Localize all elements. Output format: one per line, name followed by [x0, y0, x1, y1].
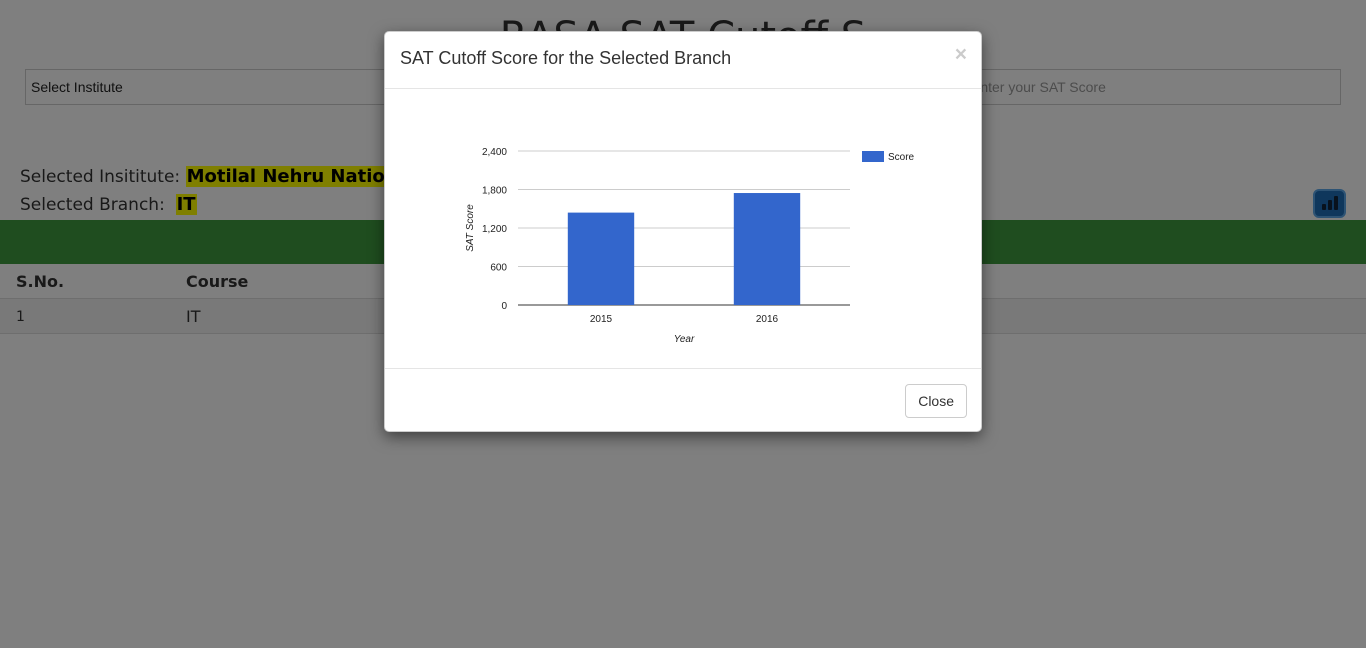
bar-2016: [733, 193, 801, 305]
modal-footer: Close: [385, 368, 981, 433]
y-tick-label: 0: [501, 301, 507, 312]
legend-swatch: [862, 151, 884, 162]
y-tick-label: 2,400: [482, 147, 507, 158]
close-button[interactable]: Close: [905, 384, 967, 418]
chart-modal: SAT Cutoff Score for the Selected Branch…: [384, 31, 982, 432]
score-chart: 0 600 1,200 1,800 2,400 2015 2016 Year SAT Score…: [465, 147, 915, 345]
modal-title: SAT Cutoff Score for the Selected Branch: [400, 48, 732, 68]
modal-header: SAT Cutoff Score for the Selected Branch…: [385, 32, 981, 89]
bar-2015: [567, 212, 635, 305]
x-tick-label: 2015: [590, 314, 613, 325]
y-axis-title: SAT Score: [465, 204, 476, 252]
close-icon[interactable]: ×: [954, 43, 967, 66]
modal-body: 0 600 1,200 1,800 2,400 2015 2016 Year SAT Score…: [385, 88, 981, 368]
y-tick-label: 1,800: [482, 186, 507, 197]
x-tick-label: 2016: [756, 314, 779, 325]
y-tick-label: 1,200: [482, 224, 507, 235]
legend-label: Score: [888, 152, 915, 163]
x-axis-title: Year: [674, 334, 695, 345]
y-tick-label: 600: [490, 263, 507, 274]
